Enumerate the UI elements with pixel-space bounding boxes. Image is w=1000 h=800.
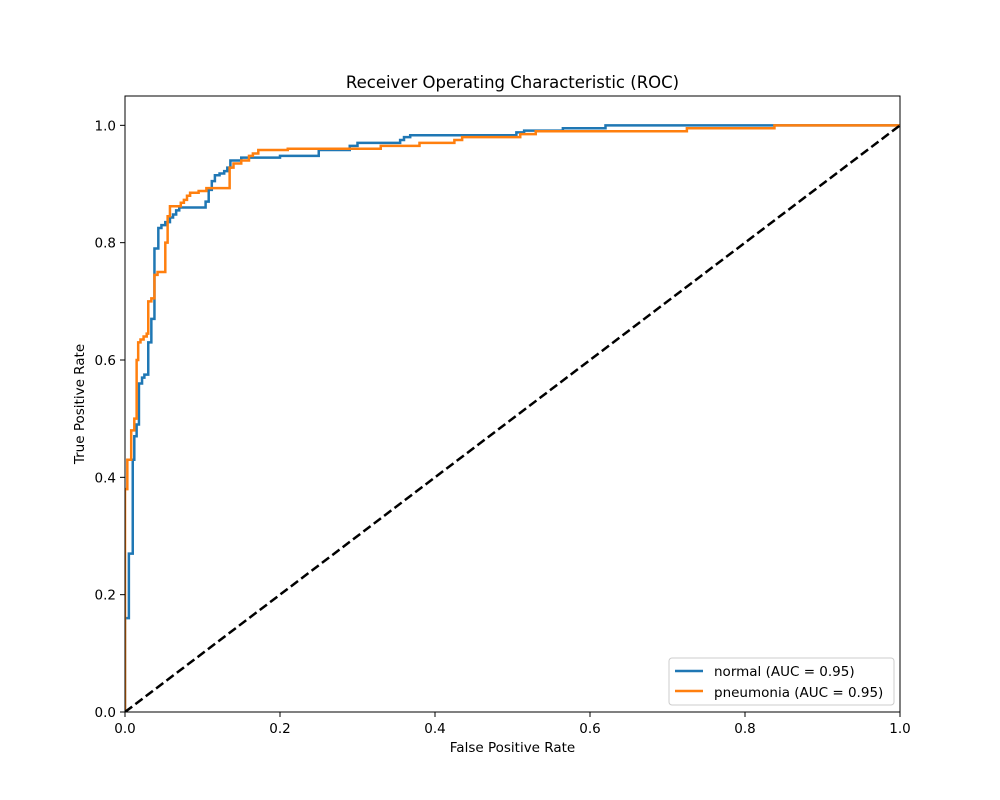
plot-area bbox=[124, 95, 901, 713]
x-tick-label: 0.4 bbox=[424, 721, 445, 737]
x-tick-label: 0.2 bbox=[269, 721, 290, 737]
x-tick-label: 0.8 bbox=[734, 721, 755, 737]
y-tick-label: 0.8 bbox=[95, 236, 116, 252]
legend-label-normal: normal (AUC = 0.95) bbox=[714, 664, 855, 680]
x-tick-label: 0.0 bbox=[114, 721, 135, 737]
x-tick-label: 1.0 bbox=[889, 721, 910, 737]
y-axis-ticks: 0.0 0.2 0.4 0.6 0.8 1.0 bbox=[95, 118, 125, 721]
roc-curve-pneumonia bbox=[125, 124, 900, 712]
y-axis-label: True Positive Rate bbox=[72, 344, 88, 465]
chart-title: Receiver Operating Characteristic (ROC) bbox=[346, 73, 679, 92]
series-layer bbox=[125, 124, 900, 712]
legend-label-pneumonia: pneumonia (AUC = 0.95) bbox=[714, 685, 883, 701]
y-tick-label: 0.0 bbox=[95, 705, 116, 721]
y-tick-label: 1.0 bbox=[95, 118, 116, 134]
x-axis-ticks: 0.0 0.2 0.4 0.6 0.8 1.0 bbox=[114, 712, 911, 737]
y-tick-label: 0.4 bbox=[95, 470, 116, 486]
roc-curve-normal bbox=[125, 124, 900, 712]
legend-frame bbox=[668, 657, 895, 706]
y-tick-label: 0.2 bbox=[95, 588, 116, 604]
x-axis-label: False Positive Rate bbox=[450, 740, 575, 756]
x-tick-label: 0.6 bbox=[579, 721, 600, 737]
y-tick-label: 0.6 bbox=[95, 353, 116, 369]
legend: normal (AUC = 0.95) pneumonia (AUC = 0.9… bbox=[668, 657, 895, 706]
plot-frame bbox=[124, 95, 901, 713]
chance-line bbox=[125, 124, 900, 712]
